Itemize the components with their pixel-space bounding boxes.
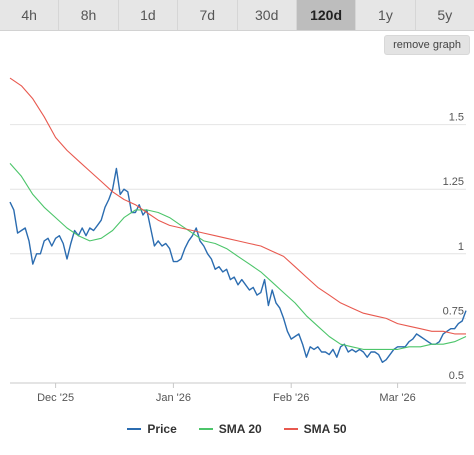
- chart-series: [9, 77, 467, 363]
- tab-120d[interactable]: 120d: [296, 0, 357, 30]
- remove-graph-button[interactable]: remove graph: [384, 35, 470, 55]
- legend-item-sma50[interactable]: SMA 50: [283, 422, 347, 436]
- x-tick-label-3: Mar '26: [379, 392, 415, 404]
- y-tick-label-2: 1: [458, 241, 464, 253]
- legend-label-price: Price: [147, 422, 177, 436]
- chart-legend: Price SMA 20 SMA 50: [0, 420, 474, 438]
- chart-grid: [10, 124, 466, 384]
- tab-5y[interactable]: 5y: [437, 7, 453, 23]
- x-axis: Dec '25 Jan '26 Feb '26 Mar '26: [10, 382, 466, 404]
- tab-1y[interactable]: 1y: [356, 0, 416, 30]
- tab-7d[interactable]: 7d: [178, 0, 238, 30]
- y-tick-label-1: 0.75: [443, 305, 464, 317]
- y-tick-label-3: 1.25: [443, 176, 464, 188]
- tab-1d[interactable]: 1d: [119, 0, 179, 30]
- series-line-sma-50: [9, 77, 466, 335]
- price-chart: 0.5 0.75 1 1.25 1.5 Dec '25 Jan '26 Feb '26 Mar…: [9, 77, 467, 404]
- legend-swatch-sma50: [283, 428, 298, 430]
- legend-swatch-price: [127, 428, 142, 430]
- y-axis-labels: 0.5 0.75 1 1.25 1.5: [443, 112, 464, 382]
- tab-30d[interactable]: 30d: [238, 0, 297, 30]
- legend-item-price[interactable]: Price: [127, 422, 177, 436]
- timeframe-tabs: 4h 8h 1d 7d 30d 120d 1y 5y: [0, 0, 474, 31]
- tab-4h[interactable]: 4h: [0, 0, 60, 30]
- tab-8h[interactable]: 8h: [59, 0, 119, 30]
- x-tick-label-1: Jan '26: [156, 392, 191, 404]
- series-line-price: [9, 167, 467, 363]
- legend-item-sma20[interactable]: SMA 20: [198, 422, 262, 436]
- x-tick-label-2: Feb '26: [273, 392, 309, 404]
- y-tick-label-0: 0.5: [449, 370, 464, 382]
- legend-label-sma20: SMA 20: [218, 422, 262, 436]
- y-tick-label-4: 1.5: [449, 112, 464, 124]
- legend-swatch-sma20: [198, 428, 213, 430]
- series-line-sma-20: [9, 163, 467, 350]
- x-tick-label-0: Dec '25: [37, 392, 74, 404]
- legend-label-sma50: SMA 50: [303, 422, 347, 436]
